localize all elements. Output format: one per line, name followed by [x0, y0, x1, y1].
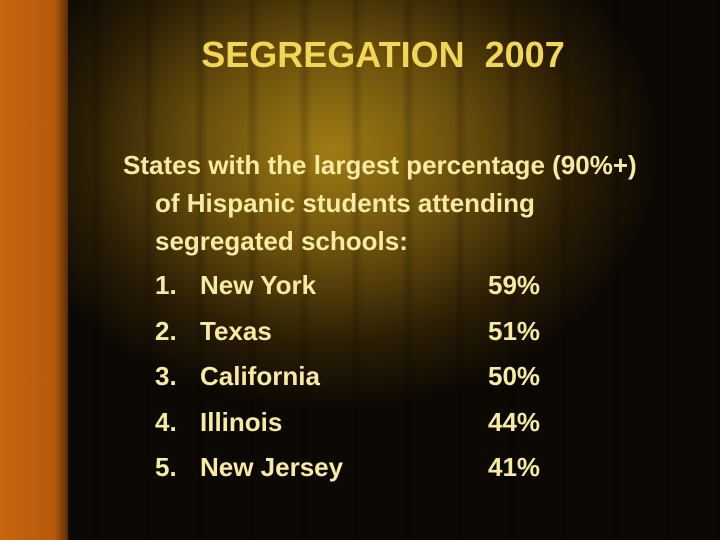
percent-value: 50%	[488, 361, 541, 391]
item-number: 4.	[155, 406, 177, 437]
state-name: New Jersey	[200, 452, 344, 482]
item-number: 1.	[155, 270, 177, 300]
percent-value: 51%	[488, 315, 541, 346]
percent-value: 59%	[488, 270, 541, 300]
percent-value: 44%	[488, 406, 541, 437]
state-name: California	[200, 361, 320, 391]
state-name: New York	[200, 270, 317, 300]
item-number: 2.	[155, 315, 177, 346]
state-name: Texas	[200, 315, 272, 346]
item-number: 5.	[155, 452, 177, 482]
percent-value: 41%	[488, 452, 541, 482]
item-number: 3.	[155, 361, 177, 391]
intro-text: States with the largest percentage (90%+…	[123, 150, 637, 256]
state-name: Illinois	[200, 406, 283, 437]
side-strip	[0, 0, 68, 540]
slide-title: SEGREGATION 2007	[201, 34, 565, 75]
